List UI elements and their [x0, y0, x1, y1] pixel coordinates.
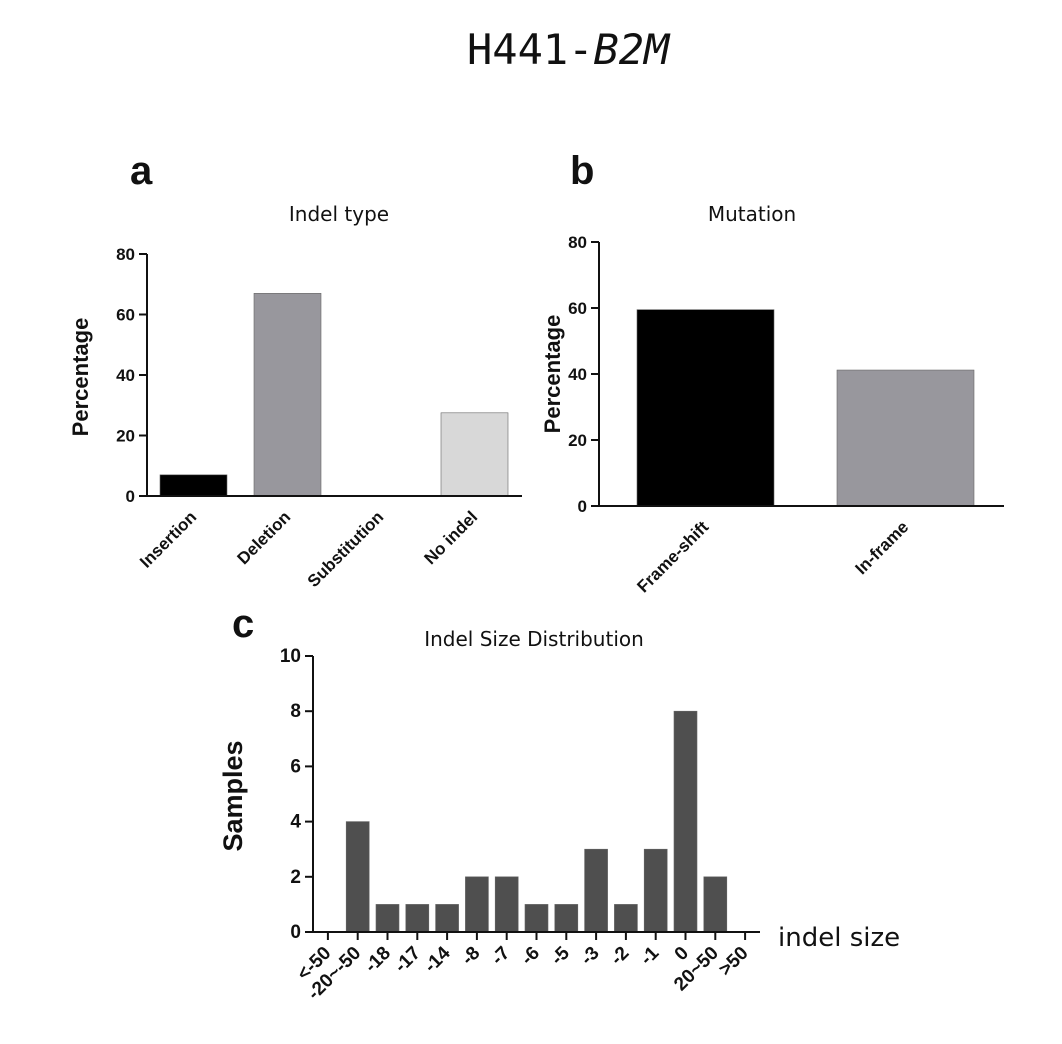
- bar-c-6: [494, 876, 519, 933]
- y-tick-label-c-2: 4: [290, 812, 301, 833]
- x-category-label-c-11: -1: [636, 942, 663, 969]
- bar-c-12: [673, 710, 698, 933]
- bar-c-4: [435, 904, 459, 933]
- y-tick-label-b-4: 80: [568, 233, 587, 252]
- x-category-label-b-1: In-frame: [851, 517, 912, 578]
- chart-panel-c: c Indel Size DistributionSamples0246810<-…: [218, 602, 900, 1004]
- y-tick-label-c-1: 2: [290, 867, 301, 888]
- y-tick-label-b-0: 0: [578, 497, 587, 516]
- bar-c-13: [703, 876, 728, 933]
- x-category-label-c-6: -7: [487, 943, 514, 970]
- y-axis-label-b: Percentage: [540, 315, 565, 434]
- x-category-label-c-10: -2: [607, 943, 634, 970]
- chart-title-a: Indel type: [289, 202, 389, 226]
- x-category-label-c-14: >50: [715, 943, 753, 981]
- bar-b-0: [636, 309, 775, 507]
- x-category-label-c-8: -5: [547, 942, 574, 969]
- x-category-label-c-5: -8: [458, 943, 485, 970]
- x-category-label-c-3: -17: [391, 943, 425, 977]
- bar-a-1: [253, 293, 322, 497]
- y-axis-label-c: Samples: [218, 740, 248, 851]
- chart-title-c: Indel Size Distribution: [424, 627, 644, 651]
- y-tick-label-b-1: 20: [568, 431, 587, 450]
- y-tick-label-c-0: 0: [290, 922, 301, 943]
- x-axis-label-c: indel size: [778, 923, 900, 953]
- chart-title-b: Mutation: [708, 202, 796, 226]
- panel-label-a: a: [130, 149, 153, 193]
- figure-title-cell-line: H441-: [467, 25, 593, 74]
- bar-c-10: [614, 904, 638, 933]
- x-category-label-c-7: -6: [517, 943, 544, 970]
- y-axis-label-a: Percentage: [68, 318, 93, 437]
- x-category-label-c-4: -14: [420, 942, 455, 977]
- figure-title: H441-B2M: [467, 25, 671, 74]
- figure-title-gene: B2M: [593, 25, 671, 74]
- chart-panel-a: a Indel type Percentage 0 20 40 60 80 Insertion D…: [68, 149, 522, 591]
- bar-a-3: [440, 412, 509, 497]
- y-tick-label-c-4: 8: [290, 701, 301, 722]
- y-tick-label-b-2: 40: [568, 365, 587, 384]
- panel-label-b: b: [570, 149, 594, 193]
- y-tick-label-b-3: 60: [568, 299, 587, 318]
- panel-label-c: c: [232, 602, 254, 646]
- x-category-label-a-1: Deletion: [233, 507, 294, 568]
- bar-c-3: [405, 904, 430, 933]
- x-category-label-a-2: Substitution: [304, 507, 388, 591]
- bar-c-11: [643, 848, 668, 933]
- y-tick-label-a-4: 80: [116, 245, 135, 264]
- y-tick-label-c-5: 10: [280, 646, 301, 667]
- bar-c-7: [524, 904, 549, 933]
- x-category-label-c-2: -18: [361, 943, 395, 977]
- bar-c-2: [375, 904, 400, 933]
- y-tick-label-a-2: 40: [116, 366, 135, 385]
- y-tick-label-c-3: 6: [290, 756, 301, 777]
- bar-a-0: [159, 474, 228, 497]
- bar-c-5: [465, 876, 489, 933]
- y-tick-label-a-3: 60: [116, 306, 135, 325]
- y-tick-label-a-1: 20: [116, 427, 135, 446]
- chart-panel-b: b Mutation Percentage 0 20 40 60 80 Frame-shift I…: [540, 149, 1004, 596]
- bar-c-8: [554, 904, 579, 933]
- bar-c-9: [584, 848, 608, 933]
- x-category-label-b-0: Frame-shift: [633, 517, 712, 596]
- x-category-label-a-3: No indel: [420, 507, 481, 568]
- bar-b-1: [836, 369, 975, 507]
- x-category-label-c-9: -3: [577, 943, 604, 970]
- x-category-label-a-0: Insertion: [136, 507, 200, 571]
- bar-c-1: [345, 821, 370, 933]
- y-tick-label-a-0: 0: [126, 487, 135, 506]
